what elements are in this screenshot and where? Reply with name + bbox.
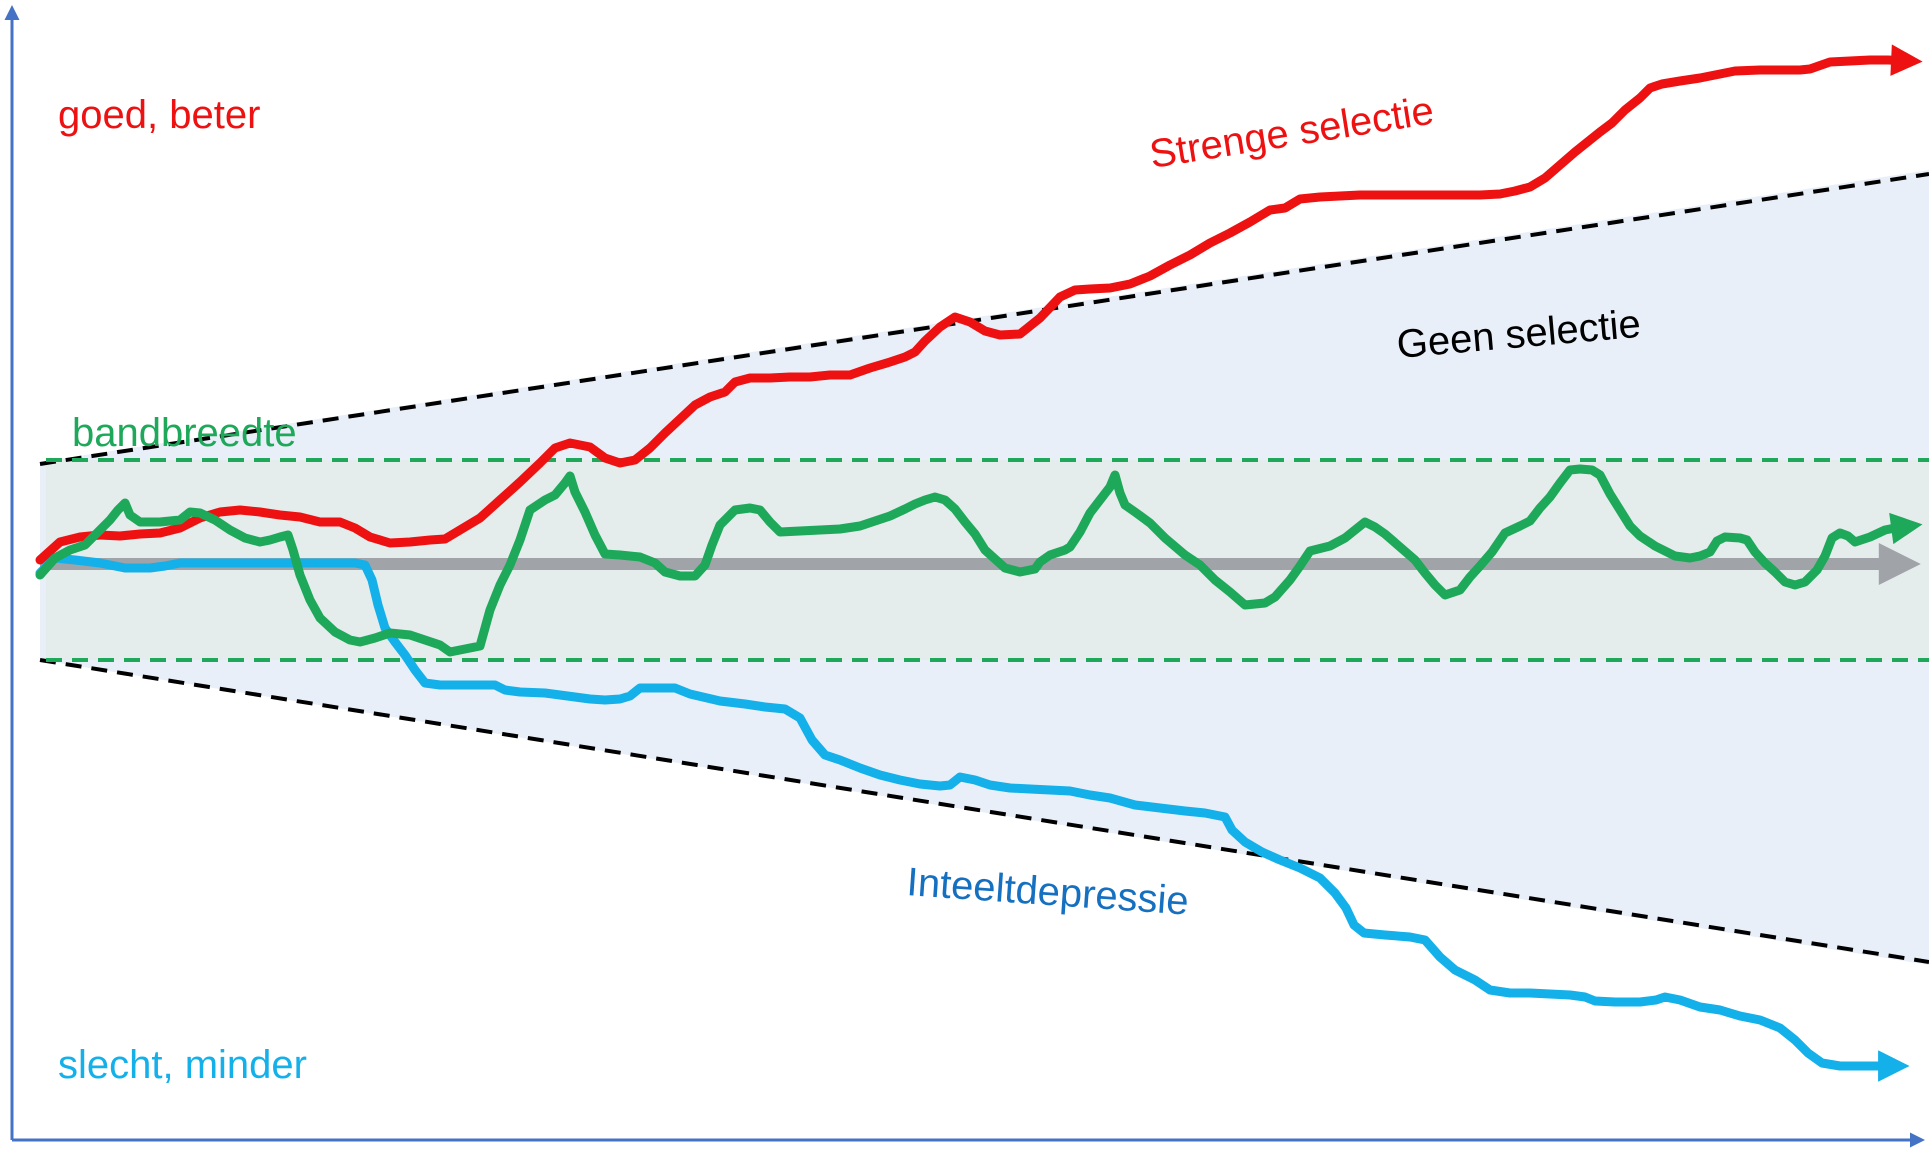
bandwidth-curve	[35, 464, 1923, 657]
inbreeding-curve	[35, 553, 1910, 1082]
good-label: goed, beter	[58, 93, 260, 137]
bad-label: slecht, minder	[58, 1043, 307, 1087]
strict-selection-curve	[35, 44, 1923, 565]
strict-selection-label: Strenge selectie	[1147, 89, 1437, 177]
lower-cone-boundary	[39, 658, 1929, 964]
inbreeding-label: Inteeltdepressie	[905, 860, 1190, 924]
upper-cone-boundary	[39, 172, 1929, 466]
bandwidth-label: bandbreedte	[72, 411, 297, 455]
